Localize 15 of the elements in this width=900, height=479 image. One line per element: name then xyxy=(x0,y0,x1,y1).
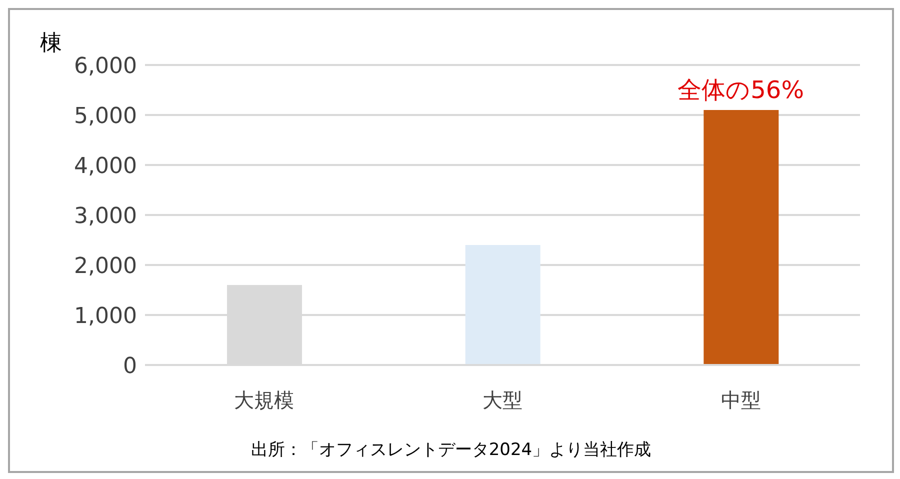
x-tick-label: 中型 xyxy=(720,388,761,412)
y-tick-label: 2,000 xyxy=(74,254,137,279)
y-tick-label: 0 xyxy=(123,354,137,379)
x-tick-label: 大規模 xyxy=(234,388,294,412)
bar xyxy=(465,245,540,365)
bar xyxy=(704,110,779,365)
annotation: 全体の56% xyxy=(678,76,804,104)
y-tick-label: 5,000 xyxy=(74,104,137,129)
y-tick-label: 6,000 xyxy=(74,54,137,79)
y-tick-label: 3,000 xyxy=(74,204,137,229)
text: 出所：「オフィスレントデータ2024」より当社作成 xyxy=(250,439,652,461)
x-tick-label: 大型 xyxy=(482,388,522,412)
y-tick-label: 4,000 xyxy=(74,154,137,179)
y-axis-title: 棟 xyxy=(40,30,62,58)
y-tick-label: 1,000 xyxy=(74,304,137,329)
